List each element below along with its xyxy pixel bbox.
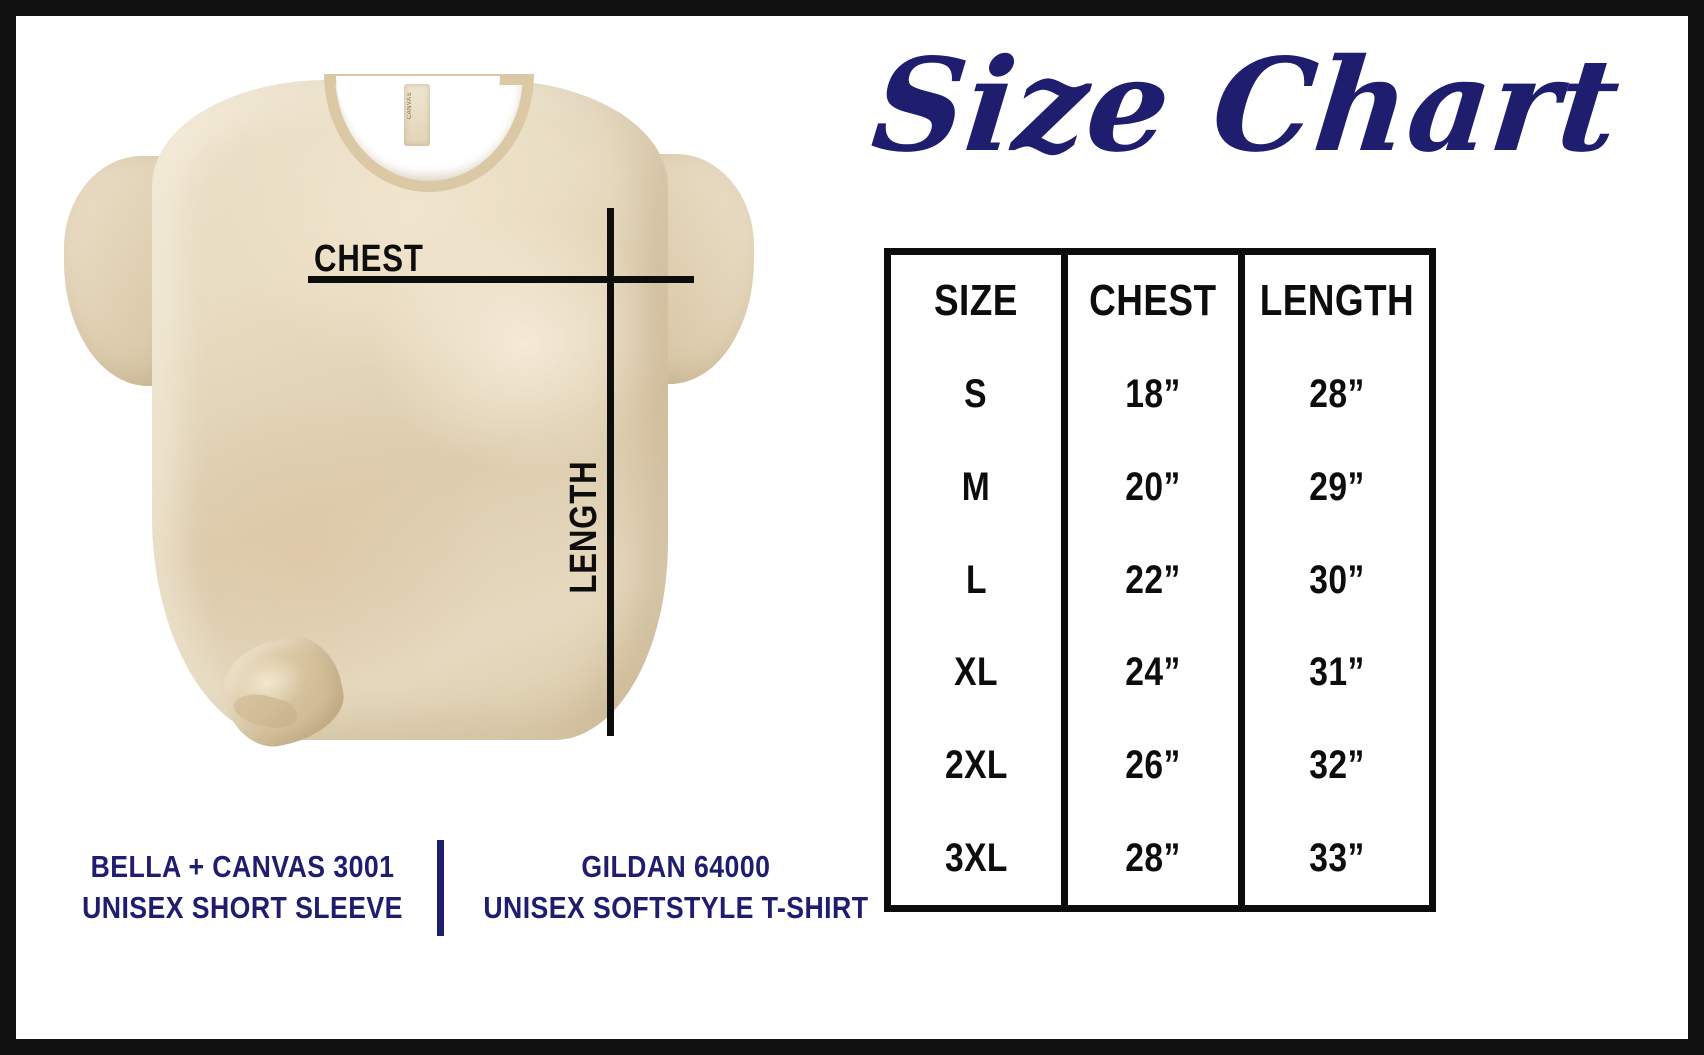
cell-length-3xl: 33” xyxy=(1309,836,1365,881)
chest-measure-label: CHEST xyxy=(314,238,424,280)
table-row: XL xyxy=(891,626,1061,719)
table-row: 3XL xyxy=(891,812,1061,905)
size-table-column-length: LENGTH 28” 29” 30” 31” 32” 33” xyxy=(1238,255,1429,905)
size-table-header-length-text: LENGTH xyxy=(1259,276,1415,326)
brand-bella-canvas-line2: UNISEX SHORT SLEEVE xyxy=(82,890,403,925)
tshirt-neck-tag-text: CANVAS xyxy=(407,92,413,120)
cell-chest-3xl: 28” xyxy=(1125,836,1181,881)
white-canvas: CANVAS CHEST LENGTH BELLA + CANVAS 3001 … xyxy=(16,16,1688,1039)
table-row: S xyxy=(891,348,1061,441)
chest-measure-line xyxy=(308,276,694,283)
cell-size-2xl: 2XL xyxy=(944,743,1008,788)
size-table-header-chest: CHEST xyxy=(1068,255,1238,348)
size-table-column-size: SIZE S M L XL 2XL 3XL xyxy=(891,255,1061,905)
table-row: 28” xyxy=(1245,348,1429,441)
size-chart-panel: Size Chart SIZE S M L XL 2XL 3XL CHEST 1… xyxy=(806,16,1688,1039)
table-row: 30” xyxy=(1245,534,1429,627)
cell-size-xl: XL xyxy=(954,650,998,695)
table-row: 33” xyxy=(1245,812,1429,905)
cell-length-2xl: 32” xyxy=(1309,743,1365,788)
brand-gildan-line1: GILDAN 64000 xyxy=(581,849,771,885)
cell-size-m: M xyxy=(961,464,991,509)
tshirt-neck-tag xyxy=(404,84,430,146)
cell-size-3xl: 3XL xyxy=(944,836,1008,881)
table-row: 31” xyxy=(1245,626,1429,719)
table-row: 18” xyxy=(1068,348,1238,441)
length-measure-label: LENGTH xyxy=(563,460,605,594)
size-table-column-chest: CHEST 18” 20” 22” 24” 26” 28” xyxy=(1061,255,1238,905)
table-row: 26” xyxy=(1068,719,1238,812)
cell-size-l: L xyxy=(965,557,987,602)
cell-length-m: 29” xyxy=(1309,464,1365,509)
table-row: L xyxy=(891,534,1061,627)
brand-gildan: GILDAN 64000 UNISEX SOFTSTYLE T-SHIRT xyxy=(452,847,900,929)
cell-size-s: S xyxy=(964,371,988,416)
brand-bella-canvas-line1: BELLA + CANVAS 3001 xyxy=(90,849,395,885)
cell-chest-2xl: 26” xyxy=(1125,743,1181,788)
table-row: 29” xyxy=(1245,441,1429,534)
size-table-header-length: LENGTH xyxy=(1245,255,1429,348)
cell-chest-xl: 24” xyxy=(1125,650,1181,695)
brand-gildan-line2: UNISEX SOFTSTYLE T-SHIRT xyxy=(483,890,869,925)
table-row: M xyxy=(891,441,1061,534)
cell-length-xl: 31” xyxy=(1309,650,1365,695)
table-row: 28” xyxy=(1068,812,1238,905)
length-measure-line xyxy=(607,208,614,736)
brand-divider xyxy=(436,840,444,936)
size-table-header-chest-text: CHEST xyxy=(1089,276,1217,326)
size-table-header-size-text: SIZE xyxy=(934,276,1018,326)
table-row: 2XL xyxy=(891,719,1061,812)
shirt-illustration-panel: CANVAS CHEST LENGTH xyxy=(16,16,836,816)
cell-length-l: 30” xyxy=(1309,557,1365,602)
tshirt-photo: CANVAS CHEST LENGTH xyxy=(56,36,776,796)
page-title: Size Chart xyxy=(866,31,1626,181)
cell-length-s: 28” xyxy=(1309,371,1365,416)
table-row: 22” xyxy=(1068,534,1238,627)
table-row: 32” xyxy=(1245,719,1429,812)
cell-chest-s: 18” xyxy=(1125,371,1181,416)
brand-footer: BELLA + CANVAS 3001 UNISEX SHORT SLEEVE … xyxy=(56,828,868,948)
size-table-header-size: SIZE xyxy=(891,255,1061,348)
table-row: 24” xyxy=(1068,626,1238,719)
size-table: SIZE S M L XL 2XL 3XL CHEST 18” 20” 22” … xyxy=(884,248,1436,912)
cell-chest-m: 20” xyxy=(1125,464,1181,509)
brand-bella-canvas: BELLA + CANVAS 3001 UNISEX SHORT SLEEVE xyxy=(56,847,429,929)
table-row: 20” xyxy=(1068,441,1238,534)
cell-chest-l: 22” xyxy=(1125,557,1181,602)
